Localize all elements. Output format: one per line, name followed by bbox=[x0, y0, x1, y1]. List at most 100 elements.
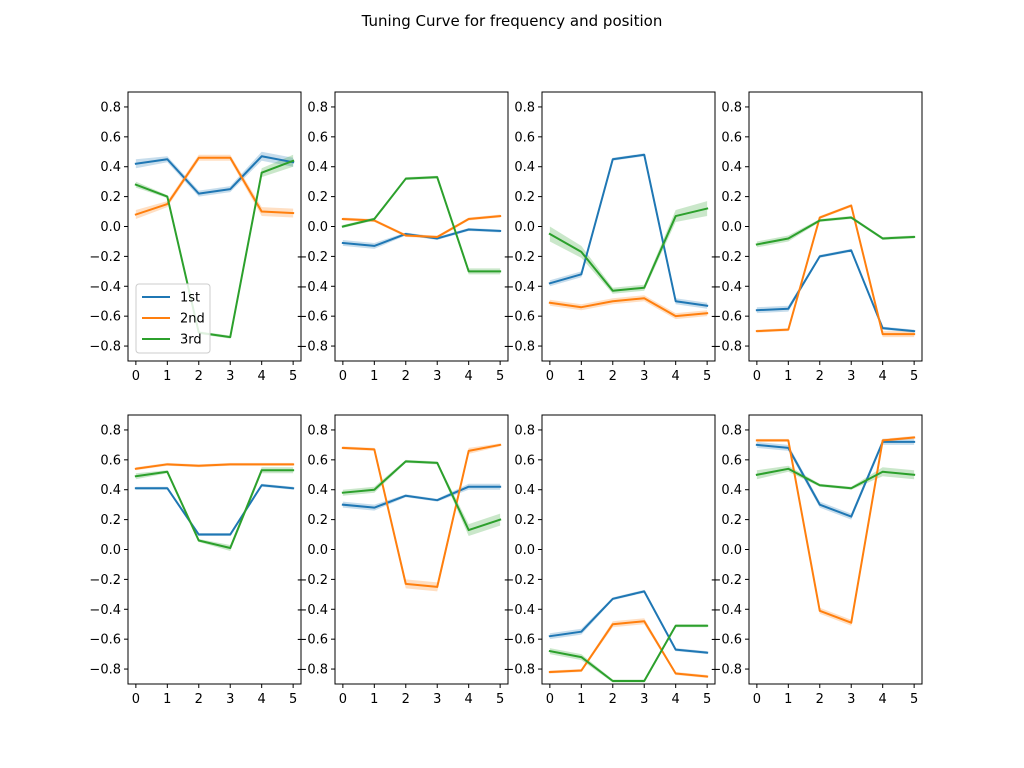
y-tick-label: 0.6 bbox=[307, 453, 328, 468]
y-tick-label: −0.6 bbox=[296, 633, 328, 648]
y-tick-label: 0.4 bbox=[307, 483, 328, 498]
subplot-1: 0 1 2 3 4 5 −0.8 −0.6 −0.4 −0.2 0.0 0.2 0.4 0.6 0.8 1st… bbox=[89, 91, 302, 384]
series-line-2 bbox=[134, 463, 295, 470]
y-tick-label: 0.0 bbox=[100, 543, 121, 558]
x-tick-label: 5 bbox=[703, 369, 711, 384]
y-tick-label: −0.2 bbox=[503, 573, 535, 588]
y-tick-label: 0.2 bbox=[514, 513, 535, 528]
x-tick-label: 4 bbox=[879, 692, 887, 707]
y-tick-label: 0.6 bbox=[514, 453, 535, 468]
x-tick-label: 3 bbox=[847, 369, 855, 384]
subplot-5: 0 1 2 3 4 5 −0.8 −0.6 −0.4 −0.2 0.0 0.2 0.4 0.6 0.8 bbox=[89, 414, 302, 707]
y-tick-label: 0.6 bbox=[100, 453, 121, 468]
y-tick-label: 0.8 bbox=[514, 100, 535, 115]
y-tick-label: −0.6 bbox=[296, 310, 328, 325]
subplot-6: 0 1 2 3 4 5 −0.8 −0.6 −0.4 −0.2 0.0 0.2 0.4 0.6 0.8 bbox=[296, 414, 509, 707]
y-tick-label: −0.2 bbox=[296, 573, 328, 588]
x-tick-label: 4 bbox=[258, 369, 266, 384]
y-tick-label: 0.2 bbox=[721, 190, 742, 205]
x-tick-label: 0 bbox=[132, 369, 140, 384]
y-tick-label: −0.4 bbox=[710, 280, 742, 295]
y-tick-label: −0.4 bbox=[503, 280, 535, 295]
y-tick-label: 0.4 bbox=[721, 160, 742, 175]
y-tick-label: 0.0 bbox=[307, 543, 328, 558]
x-tick-label: 4 bbox=[465, 692, 473, 707]
x-tick-label: 5 bbox=[496, 369, 504, 384]
y-tick-label: 0.0 bbox=[721, 543, 742, 558]
subplot-3: 0 1 2 3 4 5 −0.8 −0.6 −0.4 −0.2 0.0 0.2 0.4 0.6 0.8 bbox=[503, 91, 716, 384]
y-tick-label: −0.2 bbox=[710, 573, 742, 588]
legend-box bbox=[135, 283, 211, 354]
x-tick-label: 0 bbox=[546, 369, 554, 384]
series-line-3 bbox=[134, 159, 295, 339]
confidence-band-3 bbox=[756, 216, 915, 248]
series-line-3 bbox=[548, 624, 709, 683]
confidence-band-1 bbox=[135, 151, 294, 197]
x-tick-label: 0 bbox=[546, 692, 554, 707]
y-tick-label: −0.8 bbox=[296, 340, 328, 355]
x-tick-label: 3 bbox=[433, 369, 441, 384]
confidence-band-3 bbox=[342, 459, 501, 537]
x-tick-label: 0 bbox=[132, 692, 140, 707]
x-tick-label: 3 bbox=[847, 692, 855, 707]
legend-label-2: 2nd bbox=[180, 312, 205, 327]
x-tick-label: 1 bbox=[577, 692, 585, 707]
y-tick-label: 0.4 bbox=[307, 160, 328, 175]
y-tick-label: 0.6 bbox=[100, 130, 121, 145]
x-tick-label: 1 bbox=[784, 369, 792, 384]
subplot-8: 0 1 2 3 4 5 −0.8 −0.6 −0.4 −0.2 0.0 0.2 0.4 0.6 0.8 bbox=[710, 414, 923, 707]
series-line-3 bbox=[341, 460, 502, 532]
y-tick-label: 0.2 bbox=[514, 190, 535, 205]
y-tick-label: −0.4 bbox=[710, 603, 742, 618]
y-tick-label: 0.4 bbox=[514, 160, 535, 175]
y-tick-label: −0.8 bbox=[503, 340, 535, 355]
y-tick-label: 0.6 bbox=[721, 130, 742, 145]
x-tick-label: 2 bbox=[195, 369, 203, 384]
series-line-1 bbox=[134, 484, 295, 536]
y-tick-label: −0.4 bbox=[89, 603, 121, 618]
subplot-2: 0 1 2 3 4 5 −0.8 −0.6 −0.4 −0.2 0.0 0.2 0.4 0.6 0.8 bbox=[296, 91, 509, 384]
series-line-3 bbox=[755, 467, 916, 490]
series-line-1 bbox=[755, 249, 916, 333]
x-tick-label: 3 bbox=[640, 692, 648, 707]
series-line-1 bbox=[548, 590, 709, 654]
series-line-3 bbox=[134, 469, 295, 550]
x-tick-label: 2 bbox=[816, 692, 824, 707]
subplot-4: 0 1 2 3 4 5 −0.8 −0.6 −0.4 −0.2 0.0 0.2 0.4 0.6 0.8 bbox=[710, 91, 923, 384]
series-line-2 bbox=[548, 620, 709, 678]
series-line-2 bbox=[134, 156, 295, 216]
y-tick-label: 0.8 bbox=[721, 100, 742, 115]
y-tick-label: 0.0 bbox=[307, 220, 328, 235]
y-tick-label: −0.8 bbox=[710, 340, 742, 355]
y-tick-label: 0.8 bbox=[514, 423, 535, 438]
legend-label-1: 1st bbox=[180, 291, 200, 306]
x-tick-label: 1 bbox=[370, 369, 378, 384]
x-tick-label: 3 bbox=[433, 692, 441, 707]
x-tick-label: 4 bbox=[672, 692, 680, 707]
y-tick-label: 0.4 bbox=[100, 483, 121, 498]
y-tick-label: 0.0 bbox=[514, 543, 535, 558]
y-tick-label: 0.4 bbox=[100, 160, 121, 175]
x-tick-label: 0 bbox=[753, 692, 761, 707]
y-tick-label: −0.4 bbox=[296, 280, 328, 295]
y-tick-label: −0.6 bbox=[89, 633, 121, 648]
y-tick-label: −0.2 bbox=[89, 573, 121, 588]
y-tick-label: −0.6 bbox=[503, 633, 535, 648]
y-tick-label: −0.8 bbox=[503, 663, 535, 678]
y-tick-label: −0.4 bbox=[296, 603, 328, 618]
series-line-1 bbox=[134, 155, 295, 195]
legend-label-3: 3rd bbox=[180, 333, 202, 348]
y-tick-label: 0.2 bbox=[100, 190, 121, 205]
x-tick-label: 1 bbox=[163, 369, 171, 384]
y-tick-label: 0.2 bbox=[721, 513, 742, 528]
x-tick-label: 5 bbox=[289, 692, 297, 707]
x-tick-label: 5 bbox=[496, 692, 504, 707]
figure-title: Tuning Curve for frequency and position bbox=[361, 12, 663, 30]
legend: 1st 2nd 3rd bbox=[135, 283, 211, 354]
x-tick-label: 0 bbox=[753, 369, 761, 384]
y-tick-label: −0.8 bbox=[89, 663, 121, 678]
x-tick-label: 2 bbox=[816, 369, 824, 384]
y-tick-label: 0.2 bbox=[100, 513, 121, 528]
x-tick-label: 5 bbox=[703, 692, 711, 707]
